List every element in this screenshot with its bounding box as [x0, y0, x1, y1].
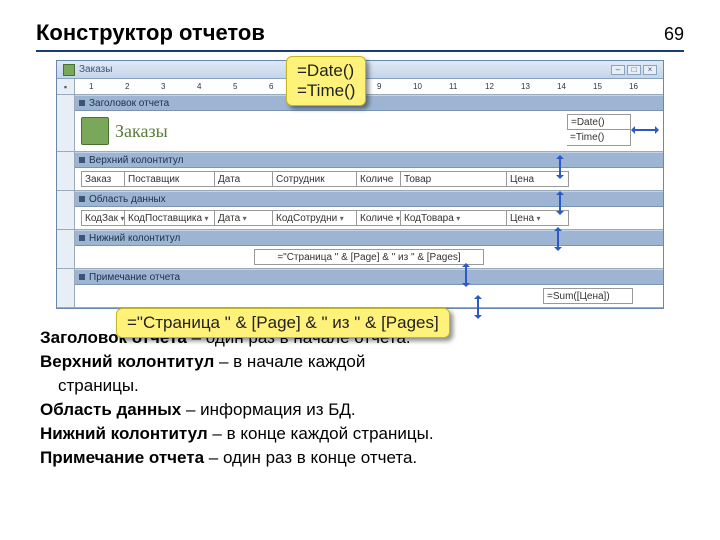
- column-label[interactable]: Количе: [357, 171, 401, 187]
- column-label[interactable]: Поставщик: [125, 171, 215, 187]
- report-header-canvas[interactable]: Заказы =Date() =Time(): [75, 111, 663, 151]
- app-icon: [63, 64, 75, 76]
- callout-line: =Time(): [297, 81, 355, 101]
- term: Область данных: [40, 400, 181, 419]
- ruler-corner: ▪: [57, 79, 75, 94]
- column-label[interactable]: Заказ: [81, 171, 125, 187]
- minimize-button[interactable]: –: [611, 65, 625, 75]
- bound-field[interactable]: КодПоставщика▾: [125, 210, 215, 226]
- section-report-footer[interactable]: Примечание отчета: [75, 269, 663, 285]
- sum-field[interactable]: =Sum([Цена]): [543, 288, 633, 304]
- time-field[interactable]: =Time(): [567, 130, 631, 146]
- term-description: – информация из БД.: [181, 400, 355, 419]
- section-report-header[interactable]: Заголовок отчета: [75, 95, 663, 111]
- divider: [36, 50, 684, 52]
- page-expr-field[interactable]: ="Страница " & [Page] & " из " & [Pages]: [254, 249, 484, 265]
- date-field[interactable]: =Date(): [567, 114, 631, 130]
- section-label: Верхний колонтитул: [89, 155, 184, 166]
- bound-field[interactable]: КодТовара▾: [401, 210, 507, 226]
- section-detail[interactable]: Область данных: [75, 191, 663, 207]
- resize-arrow-v-icon: [557, 229, 559, 249]
- term-description: страницы.: [58, 376, 139, 395]
- term: Верхний колонтитул: [40, 352, 214, 371]
- section-label: Область данных: [89, 194, 166, 205]
- callout-line: =Date(): [297, 61, 355, 81]
- bound-field[interactable]: Количе▾: [357, 210, 401, 226]
- section-label: Примечание отчета: [89, 272, 180, 283]
- resize-arrow-v-icon: [559, 157, 561, 177]
- close-button[interactable]: ×: [643, 65, 657, 75]
- section-page-footer[interactable]: Нижний колонтитул: [75, 230, 663, 246]
- bound-field[interactable]: КодСотрудни▾: [273, 210, 357, 226]
- section-page-header[interactable]: Верхний колонтитул: [75, 152, 663, 168]
- resize-arrow-v-icon: [465, 265, 467, 285]
- bound-field[interactable]: КодЗак▾: [81, 210, 125, 226]
- page-footer-canvas[interactable]: ="Страница " & [Page] & " из " & [Pages]: [75, 246, 663, 268]
- term: Нижний колонтитул: [40, 424, 208, 443]
- callout-date-time: =Date() =Time(): [286, 56, 366, 106]
- term-description: – один раз в конце отчета.: [204, 448, 417, 467]
- resize-arrow-h-icon: [633, 129, 657, 131]
- term-description: – в начале каждой: [214, 352, 365, 371]
- report-icon: [81, 117, 109, 145]
- column-label[interactable]: Дата: [215, 171, 273, 187]
- maximize-button[interactable]: □: [627, 65, 641, 75]
- resize-arrow-v-icon: [477, 297, 479, 317]
- bound-field[interactable]: Дата▾: [215, 210, 273, 226]
- resize-arrow-v-icon: [559, 193, 561, 213]
- report-title-label[interactable]: Заказы: [115, 121, 168, 142]
- page-title: Конструктор отчетов: [36, 20, 265, 46]
- vertical-ruler: [57, 95, 75, 152]
- section-label: Заголовок отчета: [89, 98, 169, 109]
- column-label[interactable]: Сотрудник: [273, 171, 357, 187]
- column-label[interactable]: Товар: [401, 171, 507, 187]
- tab-title: Заказы: [79, 64, 112, 75]
- section-label: Нижний колонтитул: [89, 233, 180, 244]
- report-footer-canvas[interactable]: =Sum([Цена]): [75, 285, 663, 307]
- callout-page-expr: ="Страница " & [Page] & " из " & [Pages]: [116, 308, 450, 338]
- term-description: – в конце каждой страницы.: [208, 424, 434, 443]
- term: Примечание отчета: [40, 448, 204, 467]
- detail-canvas[interactable]: КодЗак▾КодПоставщика▾Дата▾КодСотрудни▾Ко…: [75, 207, 663, 229]
- horizontal-ruler: 12345678910111213141516: [75, 79, 663, 94]
- description-block: Заголовок отчета – один раз в начале отч…: [36, 327, 684, 470]
- page-number: 69: [664, 24, 684, 45]
- page-header-canvas[interactable]: ЗаказПоставщикДатаСотрудникКоличеТоварЦе…: [75, 168, 663, 190]
